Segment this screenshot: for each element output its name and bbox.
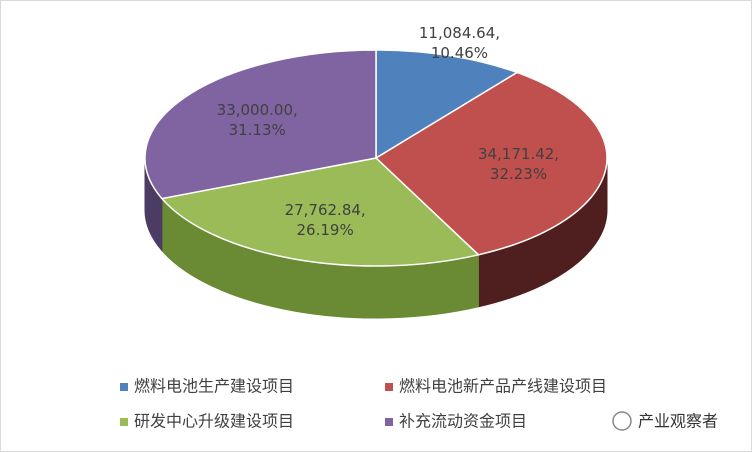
- slice: [160, 157, 480, 267]
- value-label: 11,084.64,: [419, 24, 500, 42]
- value-label: 33,000.00,: [217, 101, 298, 119]
- percent-label: 32.23%: [490, 165, 547, 183]
- legend-swatch: [120, 418, 128, 426]
- percent-label: 26.19%: [297, 221, 354, 239]
- legend-label: 研发中心升级建设项目: [134, 412, 294, 431]
- legend-swatch: [385, 383, 393, 391]
- legend-label: 燃料电池生产建设项目: [134, 377, 294, 396]
- slice: [374, 71, 608, 256]
- watermark-group: 产业观察者: [612, 411, 718, 431]
- legend-label: 补充流动资金项目: [399, 412, 527, 431]
- legend-swatch: [385, 418, 393, 426]
- percent-label: 31.13%: [229, 121, 286, 139]
- slice: [375, 49, 519, 160]
- slice: [144, 49, 377, 200]
- value-label: 34,171.42,: [478, 145, 559, 163]
- watermark-icon: [612, 411, 632, 431]
- data-labels: 11,084.64, 10.46% 34,171.42, 32.23% 27,762.8…: [217, 24, 559, 239]
- watermark: 产业观察者: [638, 412, 718, 431]
- pie-tops: [144, 49, 608, 267]
- legend-swatch: [120, 383, 128, 391]
- legend-label: 燃料电池新产品产线建设项目: [399, 377, 607, 396]
- percent-label: 10.46%: [431, 44, 488, 62]
- value-label: 27,762.84,: [285, 201, 366, 219]
